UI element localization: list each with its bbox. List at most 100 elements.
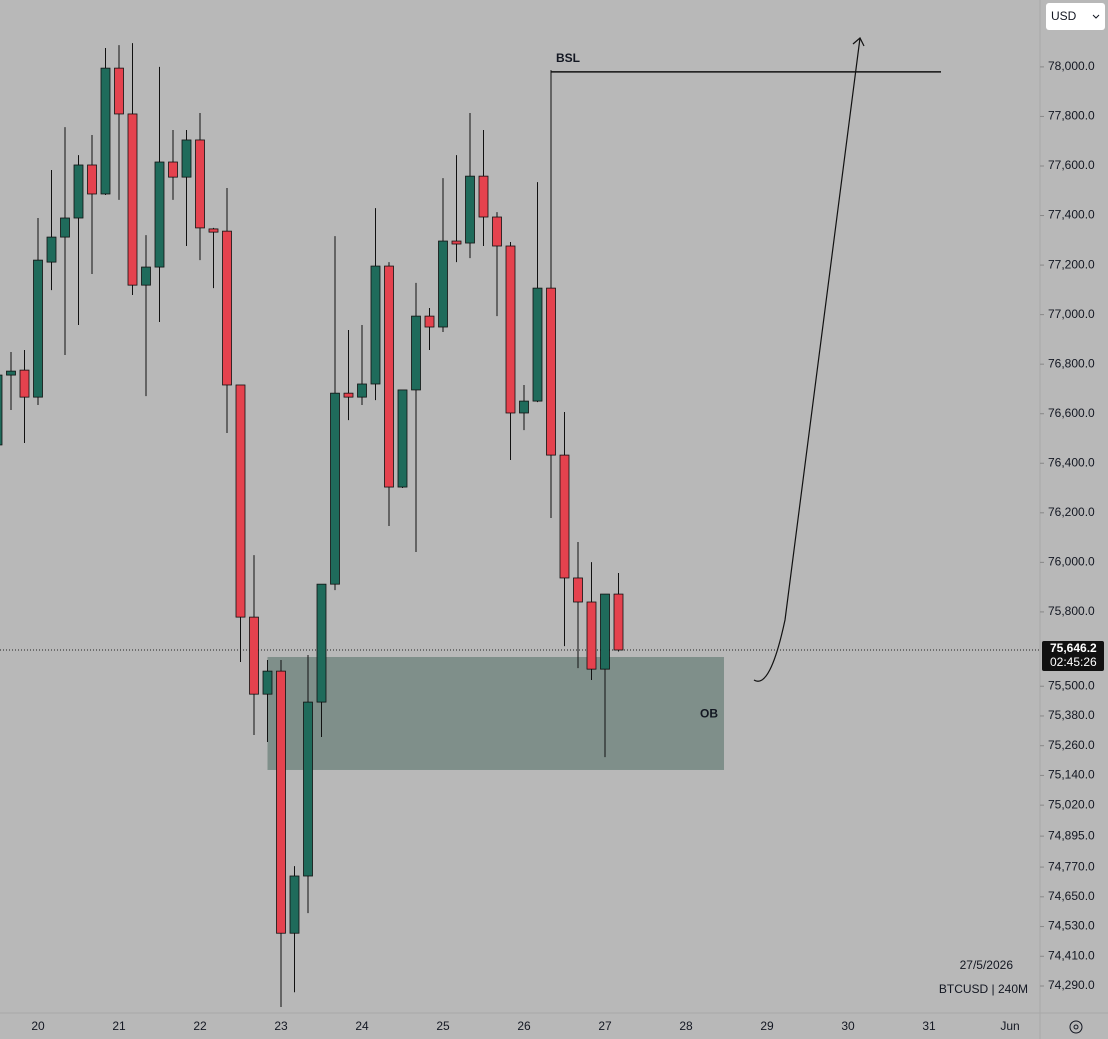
candle-body <box>154 161 165 268</box>
candle-body <box>370 265 381 385</box>
x-tick-label: 24 <box>355 1019 369 1033</box>
y-tick-label: 74,650.0 <box>1048 889 1095 903</box>
candle-body <box>235 384 246 618</box>
candle-body <box>181 139 192 178</box>
candle-body <box>546 287 556 456</box>
candle-body <box>586 601 597 670</box>
candle-body <box>573 577 583 603</box>
candle-body <box>249 616 259 695</box>
countdown-label: 02:45:26 <box>1050 655 1097 669</box>
candle-body <box>141 266 151 286</box>
plot-area: OB BSL <box>0 43 1040 1008</box>
candle-body <box>316 583 327 703</box>
y-tick-label: 78,000.0 <box>1048 59 1095 73</box>
currency-selector[interactable] <box>1046 3 1105 30</box>
candle-body <box>303 701 313 877</box>
bsl-label: BSL <box>556 51 580 65</box>
y-tick-label: 76,000.0 <box>1048 555 1095 569</box>
candle-body <box>60 217 70 238</box>
y-tick-label: 76,200.0 <box>1048 505 1095 519</box>
x-tick-label: 22 <box>193 1019 207 1033</box>
y-tick-label: 75,020.0 <box>1048 797 1095 811</box>
candle-body <box>208 228 219 233</box>
last-price-badge <box>1042 641 1104 672</box>
arrow-head <box>852 37 865 47</box>
candle-body <box>195 139 205 229</box>
y-tick-label: 77,000.0 <box>1048 307 1095 321</box>
x-tick-label: 27 <box>598 1019 612 1033</box>
y-tick-label: 74,530.0 <box>1048 919 1095 933</box>
y-tick-label: 75,140.0 <box>1048 768 1095 782</box>
candle-body <box>6 370 16 376</box>
candle-body <box>519 400 529 414</box>
y-tick-label: 76,400.0 <box>1048 455 1095 469</box>
candle-body <box>330 392 340 585</box>
candle-body <box>222 230 232 386</box>
candle-body <box>357 383 367 398</box>
candle-body <box>438 240 448 328</box>
x-tick-label: 25 <box>436 1019 450 1033</box>
candle-body <box>532 287 543 402</box>
x-tick-label: 30 <box>841 1019 855 1033</box>
order-block-zone <box>267 657 724 770</box>
settings-icon-center <box>1073 1024 1079 1030</box>
candle-body <box>600 593 610 670</box>
candle-body <box>168 161 178 178</box>
y-tick-label: 74,410.0 <box>1048 948 1095 962</box>
dropdown-icon <box>1092 14 1100 19</box>
y-tick-label: 74,290.0 <box>1048 978 1095 992</box>
y-tick-label: 76,600.0 <box>1048 406 1095 420</box>
x-tick-label: 20 <box>31 1019 45 1033</box>
candle-body <box>613 593 624 651</box>
y-tick-label: 77,800.0 <box>1048 109 1095 123</box>
candle-body <box>33 259 43 398</box>
candle-body <box>559 454 570 579</box>
candle-body <box>343 392 354 398</box>
candle-body <box>262 670 273 695</box>
candle-body <box>505 245 516 414</box>
candle-body <box>127 113 138 286</box>
candle-body <box>451 240 462 245</box>
candle-body <box>397 389 408 488</box>
candle-body <box>289 875 300 934</box>
candle-body <box>276 670 286 934</box>
date-label: 27/5/2026 <box>960 958 1014 972</box>
x-tick-label: 23 <box>274 1019 288 1033</box>
order-block-label: OB <box>700 707 718 721</box>
candle-body <box>465 175 475 244</box>
symbol-label: BTCUSD | 240M <box>939 982 1028 996</box>
x-tick-label: 31 <box>922 1019 936 1033</box>
settings-icon[interactable] <box>1069 1020 1083 1034</box>
x-tick-label: 26 <box>517 1019 531 1033</box>
last-price-label: 75,646.2 <box>1050 641 1097 655</box>
y-tick-label: 74,895.0 <box>1048 828 1095 842</box>
candle-body <box>114 67 124 115</box>
candle-body <box>478 175 489 218</box>
candle-body <box>73 164 84 219</box>
candle-body <box>424 315 435 328</box>
y-tick-label: 77,600.0 <box>1048 158 1095 172</box>
x-tick-label: 21 <box>112 1019 126 1033</box>
candle-body <box>87 164 97 195</box>
candle-body <box>19 369 30 398</box>
currency-label: USD <box>1051 9 1077 23</box>
y-tick-label: 77,200.0 <box>1048 257 1095 271</box>
x-tick-label: 28 <box>679 1019 693 1033</box>
candle-body <box>384 265 394 488</box>
projection-arrow <box>753 37 861 682</box>
candle-body <box>0 374 3 446</box>
y-tick-label: 75,500.0 <box>1048 678 1095 692</box>
candle-body <box>492 216 502 247</box>
y-tick-label: 75,260.0 <box>1048 738 1095 752</box>
candle-body <box>46 236 57 263</box>
candle-body <box>411 315 421 391</box>
x-tick-label: 29 <box>760 1019 774 1033</box>
x-tick-label: Jun <box>1000 1019 1019 1033</box>
y-tick-label: 75,800.0 <box>1048 604 1095 618</box>
y-tick-label: 77,400.0 <box>1048 208 1095 222</box>
y-tick-label: 75,380.0 <box>1048 708 1095 722</box>
y-tick-label: 76,800.0 <box>1048 356 1095 370</box>
candle-body <box>100 67 111 195</box>
